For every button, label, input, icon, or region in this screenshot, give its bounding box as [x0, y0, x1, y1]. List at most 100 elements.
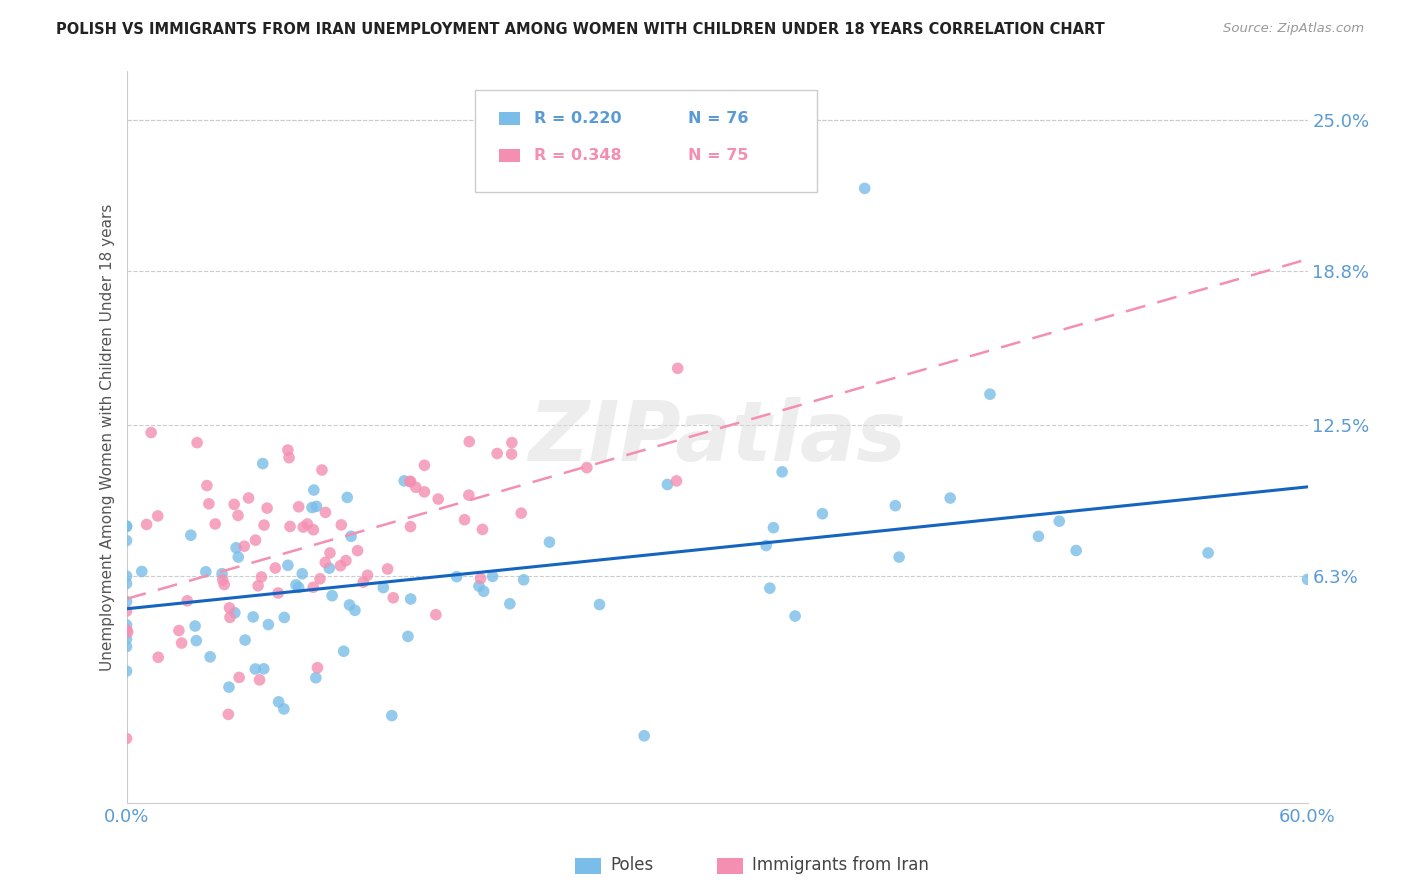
Point	[285, 578, 308, 592]
Point	[335, 553, 357, 567]
Point	[481, 569, 503, 583]
Point	[115, 623, 138, 637]
Point	[115, 533, 138, 548]
Point	[115, 640, 138, 654]
Point	[141, 425, 163, 440]
Point	[273, 702, 295, 716]
Point	[425, 607, 447, 622]
Point	[657, 477, 679, 491]
Point	[405, 480, 427, 494]
Point	[373, 581, 395, 595]
Point	[785, 609, 807, 624]
Point	[446, 570, 468, 584]
Point	[510, 506, 533, 520]
Point	[226, 508, 249, 523]
Point	[218, 600, 240, 615]
Point	[392, 474, 415, 488]
Text: ZIPatlas: ZIPatlas	[529, 397, 905, 477]
Point	[1197, 546, 1219, 560]
Point	[170, 636, 193, 650]
Point	[250, 570, 273, 584]
Point	[204, 516, 226, 531]
Point	[336, 491, 359, 505]
Point	[399, 475, 422, 489]
Point	[319, 546, 342, 560]
Point	[588, 598, 610, 612]
Point	[198, 497, 221, 511]
Point	[811, 507, 834, 521]
FancyBboxPatch shape	[575, 858, 602, 874]
Point	[311, 463, 333, 477]
Point	[242, 610, 264, 624]
Point	[1064, 543, 1087, 558]
Point	[252, 457, 274, 471]
Point	[575, 460, 598, 475]
Point	[453, 513, 475, 527]
Point	[305, 671, 328, 685]
Point	[115, 604, 138, 618]
Point	[302, 483, 325, 497]
Point	[329, 558, 352, 573]
Point	[219, 610, 242, 624]
Point	[356, 568, 378, 582]
Text: N = 76: N = 76	[688, 112, 748, 127]
Point	[292, 520, 315, 534]
Point	[939, 491, 962, 505]
Point	[413, 458, 436, 473]
Point	[225, 541, 247, 555]
Point	[665, 474, 688, 488]
Point	[339, 598, 361, 612]
Point	[427, 491, 450, 506]
Point	[226, 549, 249, 564]
Point	[217, 707, 239, 722]
Point	[253, 518, 276, 533]
Point	[167, 624, 190, 638]
Point	[115, 519, 138, 533]
Point	[115, 632, 138, 646]
Point	[224, 497, 246, 511]
Point	[291, 566, 314, 581]
Point	[135, 517, 157, 532]
Point	[501, 447, 523, 461]
Point	[499, 597, 522, 611]
Text: Poles: Poles	[610, 856, 654, 874]
Point	[399, 519, 422, 533]
Point	[148, 650, 170, 665]
Text: Source: ZipAtlas.com: Source: ZipAtlas.com	[1223, 22, 1364, 36]
Text: Immigrants from Iran: Immigrants from Iran	[752, 856, 929, 874]
Point	[115, 569, 138, 583]
Point	[267, 586, 290, 600]
Point	[302, 523, 325, 537]
Point	[979, 387, 1001, 401]
Point	[314, 505, 336, 519]
Point	[257, 617, 280, 632]
Point	[287, 581, 309, 595]
Point	[538, 535, 561, 549]
Point	[471, 522, 494, 536]
Text: N = 75: N = 75	[688, 148, 748, 163]
Point	[233, 539, 256, 553]
Point	[633, 729, 655, 743]
Point	[287, 500, 309, 514]
Point	[399, 475, 422, 489]
Point	[115, 618, 138, 632]
Point	[399, 592, 422, 607]
Point	[195, 478, 218, 492]
Point	[666, 361, 689, 376]
Point	[115, 519, 138, 533]
Point	[264, 561, 287, 575]
Point	[117, 625, 139, 640]
FancyBboxPatch shape	[475, 90, 817, 192]
Point	[233, 633, 256, 648]
Point	[470, 571, 492, 585]
FancyBboxPatch shape	[499, 149, 520, 162]
Point	[309, 572, 332, 586]
Point	[228, 670, 250, 684]
Point	[486, 446, 509, 460]
Point	[472, 584, 495, 599]
Point	[381, 708, 404, 723]
Point	[457, 488, 479, 502]
Point	[278, 519, 301, 533]
Point	[340, 529, 363, 543]
Point	[245, 662, 267, 676]
